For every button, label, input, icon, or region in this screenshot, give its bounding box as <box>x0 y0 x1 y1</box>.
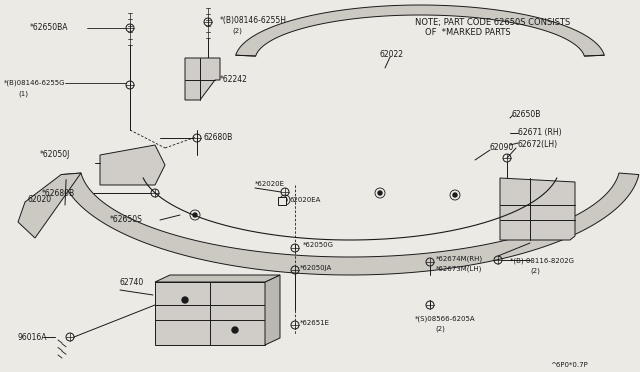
Text: (2): (2) <box>232 27 242 33</box>
Circle shape <box>453 193 457 197</box>
Circle shape <box>182 297 188 303</box>
Text: (2): (2) <box>435 325 445 331</box>
Polygon shape <box>236 5 604 56</box>
Text: 62740: 62740 <box>120 278 144 287</box>
Text: NOTE; PART CODE 62650S CONSISTS: NOTE; PART CODE 62650S CONSISTS <box>415 18 570 27</box>
Text: *62242: *62242 <box>220 75 248 84</box>
Text: 62022: 62022 <box>380 50 404 59</box>
Polygon shape <box>100 145 165 185</box>
Text: 62090: 62090 <box>490 143 515 152</box>
Circle shape <box>283 198 287 202</box>
Text: *(B)08146-6255G: *(B)08146-6255G <box>4 79 65 86</box>
Circle shape <box>378 191 382 195</box>
Text: *(B) 08116-8202G: *(B) 08116-8202G <box>510 258 574 264</box>
Text: *62020E: *62020E <box>255 181 285 187</box>
Circle shape <box>232 327 238 333</box>
Text: 62020: 62020 <box>28 195 52 204</box>
Text: *62680B: *62680B <box>42 189 75 198</box>
Text: *62650BA: *62650BA <box>30 23 68 32</box>
FancyBboxPatch shape <box>278 197 286 205</box>
Text: *62050J: *62050J <box>40 150 70 159</box>
Text: *62650S: *62650S <box>110 215 143 224</box>
Polygon shape <box>185 58 220 100</box>
Polygon shape <box>155 282 265 345</box>
Polygon shape <box>18 173 81 238</box>
Polygon shape <box>265 275 280 345</box>
Text: *62674M(RH): *62674M(RH) <box>436 256 483 263</box>
Text: 62680B: 62680B <box>203 133 232 142</box>
Polygon shape <box>155 275 280 282</box>
Text: OF  *MARKED PARTS: OF *MARKED PARTS <box>425 28 511 37</box>
Text: 62671 (RH): 62671 (RH) <box>518 128 562 137</box>
Text: *62050G: *62050G <box>303 242 334 248</box>
Text: *62673M(LH): *62673M(LH) <box>436 266 483 273</box>
Text: *(S)08566-6205A: *(S)08566-6205A <box>415 315 476 321</box>
Text: (1): (1) <box>18 90 28 96</box>
Text: *62050JA: *62050JA <box>300 265 332 271</box>
Text: ^6P0*0.7P: ^6P0*0.7P <box>550 362 588 368</box>
Text: (2): (2) <box>530 268 540 275</box>
Text: *62651E: *62651E <box>300 320 330 326</box>
Circle shape <box>193 213 197 217</box>
Text: 62650B: 62650B <box>512 110 541 119</box>
Text: 62020EA: 62020EA <box>290 197 321 203</box>
Text: 96016A: 96016A <box>18 333 47 342</box>
Polygon shape <box>61 173 639 275</box>
Text: *(B)08146-6255H: *(B)08146-6255H <box>220 16 287 25</box>
Polygon shape <box>500 178 575 240</box>
Text: 62672(LH): 62672(LH) <box>518 140 558 149</box>
